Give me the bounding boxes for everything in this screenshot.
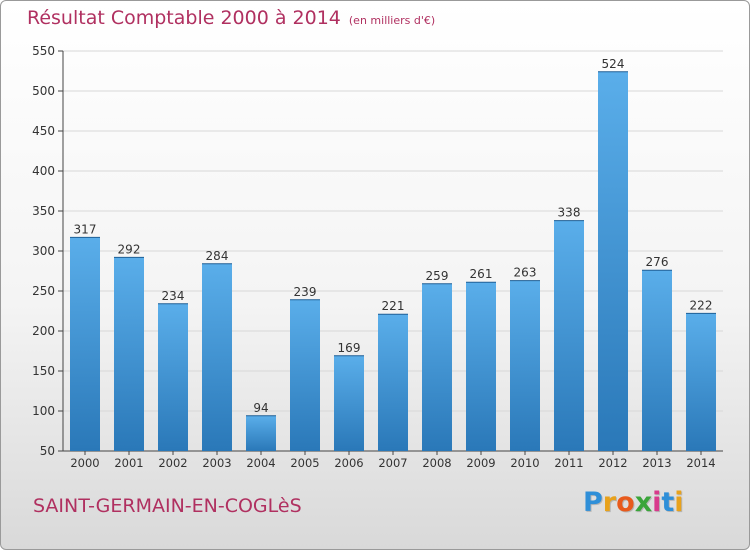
bar bbox=[598, 71, 628, 452]
data-label: 276 bbox=[646, 255, 669, 269]
data-label: 317 bbox=[74, 222, 97, 236]
bar bbox=[686, 313, 716, 451]
chart-title-text: Résultat Comptable 2000 à 2014 bbox=[27, 7, 341, 29]
data-label: 338 bbox=[558, 206, 581, 220]
x-tick-label: 2000 bbox=[70, 456, 99, 470]
y-tick-label: 50 bbox=[40, 444, 55, 458]
bar bbox=[510, 280, 540, 451]
x-tick-label: 2009 bbox=[466, 456, 495, 470]
x-tick-label: 2008 bbox=[422, 456, 451, 470]
data-label: 169 bbox=[338, 341, 361, 355]
bar bbox=[554, 220, 584, 451]
bar bbox=[466, 282, 496, 451]
commune-name: SAINT-GERMAIN-EN-COGLèS bbox=[33, 495, 302, 517]
data-label: 221 bbox=[382, 299, 405, 313]
x-tick-label: 2007 bbox=[378, 456, 407, 470]
y-tick-label: 500 bbox=[32, 84, 55, 98]
data-label: 524 bbox=[602, 57, 625, 71]
data-label: 284 bbox=[206, 249, 229, 263]
y-tick-label: 300 bbox=[32, 244, 55, 258]
logo-letter: i bbox=[674, 487, 684, 518]
x-tick-label: 2002 bbox=[158, 456, 187, 470]
data-label: 222 bbox=[690, 298, 713, 312]
x-tick-label: 2011 bbox=[554, 456, 583, 470]
bar bbox=[158, 303, 188, 451]
x-tick-label: 2003 bbox=[202, 456, 231, 470]
bar bbox=[334, 355, 364, 451]
y-tick-label: 550 bbox=[32, 44, 55, 58]
proxiti-logo: Proxiti bbox=[583, 487, 684, 518]
data-label: 234 bbox=[162, 289, 185, 303]
x-tick-label: 2013 bbox=[642, 456, 671, 470]
x-tick-label: 2014 bbox=[686, 456, 715, 470]
y-tick-label: 150 bbox=[32, 364, 55, 378]
x-tick-label: 2004 bbox=[246, 456, 275, 470]
bar bbox=[202, 263, 232, 451]
bar bbox=[378, 314, 408, 451]
y-tick-label: 250 bbox=[32, 284, 55, 298]
chart-unit: (en milliers d'€) bbox=[348, 14, 436, 27]
bar bbox=[246, 415, 276, 451]
y-tick-label: 350 bbox=[32, 204, 55, 218]
logo-letter: P bbox=[583, 487, 603, 518]
x-tick-label: 2006 bbox=[334, 456, 363, 470]
bar bbox=[422, 283, 452, 451]
bar bbox=[642, 270, 672, 451]
data-label: 94 bbox=[253, 401, 268, 415]
data-label: 261 bbox=[470, 267, 493, 281]
x-tick-label: 2005 bbox=[290, 456, 319, 470]
logo-letter: r bbox=[602, 487, 617, 518]
y-tick-label: 200 bbox=[32, 324, 55, 338]
logo-letter: t bbox=[661, 487, 675, 518]
data-label: 292 bbox=[118, 242, 141, 256]
bar bbox=[290, 299, 320, 451]
x-tick-label: 2001 bbox=[114, 456, 143, 470]
chart-title: Résultat Comptable 2000 à 2014 (en millie… bbox=[27, 7, 435, 29]
bar bbox=[114, 257, 144, 451]
data-label: 259 bbox=[426, 269, 449, 283]
data-label: 263 bbox=[514, 266, 537, 280]
logo-letter: i bbox=[652, 487, 662, 518]
y-tick-label: 100 bbox=[32, 404, 55, 418]
logo-letter: x bbox=[634, 487, 653, 518]
bar bbox=[70, 237, 100, 451]
x-tick-label: 2010 bbox=[510, 456, 539, 470]
y-tick-label: 450 bbox=[32, 124, 55, 138]
data-label: 239 bbox=[294, 285, 317, 299]
y-tick-label: 400 bbox=[32, 164, 55, 178]
x-tick-label: 2012 bbox=[598, 456, 627, 470]
logo-letter: o bbox=[616, 487, 635, 518]
